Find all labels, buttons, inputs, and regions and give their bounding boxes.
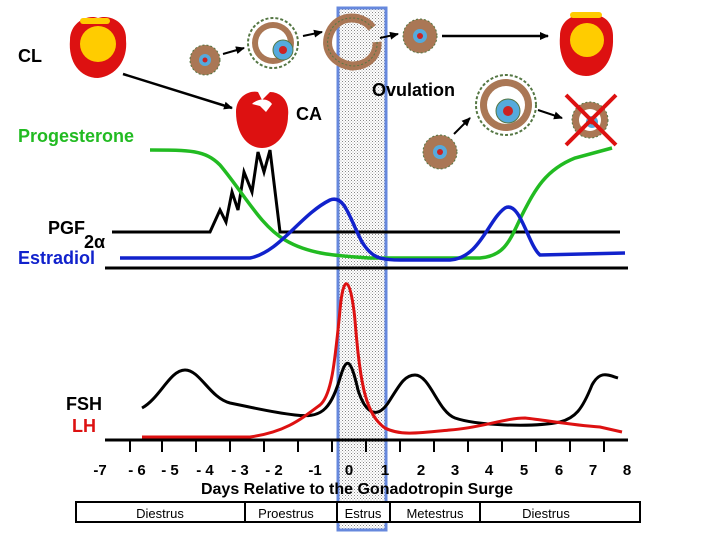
- tick-label: - 3: [231, 462, 249, 479]
- pgf2a-curve: [112, 149, 620, 234]
- phase-label-proestrus: Proestrus: [258, 506, 314, 521]
- progesterone-label: Progesterone: [18, 126, 134, 146]
- tick-label: -1: [308, 462, 321, 479]
- ca-label: CA: [296, 104, 322, 124]
- tick-label: 3: [451, 462, 459, 479]
- corpus-albicans-icon: [236, 91, 289, 148]
- ruptured-follicle-icon: [323, 13, 382, 71]
- atretic-follicle-x-icon: [564, 93, 618, 147]
- follicle-icon: [247, 17, 299, 69]
- follicle-icon: [189, 44, 221, 76]
- pgf2a-label: PGF: [48, 218, 85, 238]
- pgf2a-subscript: 2α: [84, 232, 105, 252]
- estradiol-curve: [120, 197, 626, 262]
- estradiol-label: Estradiol: [18, 248, 95, 268]
- tick-label: 1: [381, 462, 389, 479]
- corpus-luteum-icon: [559, 12, 614, 77]
- follicle-icon: [422, 134, 458, 170]
- tick-label: - 4: [196, 462, 214, 479]
- phase-label-metestrus: Metestrus: [406, 506, 464, 521]
- ovulation-label: Ovulation: [372, 80, 455, 100]
- arrows: [122, 29, 563, 135]
- tick-label: 2: [417, 462, 425, 479]
- axis-title: Days Relative to the Gonadotropin Surge: [201, 481, 513, 498]
- lh-label: LH: [72, 416, 96, 436]
- follicle-icon: [402, 18, 438, 54]
- tick-label: - 6: [128, 462, 146, 479]
- axis-ticks: [129, 440, 605, 452]
- tick-label: 8: [623, 462, 631, 479]
- tick-label: 6: [555, 462, 563, 479]
- fsh-label: FSH: [66, 394, 102, 414]
- tick-label: - 2: [265, 462, 283, 479]
- tick-label: 5: [520, 462, 528, 479]
- axis-tick-labels: -7 - 6 - 5 - 4 - 3 - 2 -1 0 1 2 3 4 5 6 …: [93, 462, 631, 479]
- progesterone-curve: [149, 146, 613, 260]
- tick-label: 7: [589, 462, 597, 479]
- tick-label: -7: [93, 462, 106, 479]
- phase-bar: Diestrus Proestrus Estrus Metestrus Dies…: [75, 501, 641, 523]
- tick-label: 0: [345, 462, 353, 479]
- tick-label: - 5: [161, 462, 179, 479]
- corpus-luteum-icon: [69, 16, 127, 79]
- phase-label-diestrus: Diestrus: [136, 506, 184, 521]
- phase-label-diestrus-2: Diestrus: [522, 506, 570, 521]
- lh-curve: [142, 282, 623, 439]
- follicle-icon: [475, 74, 537, 136]
- phase-label-estrus: Estrus: [345, 506, 382, 521]
- cl-label: CL: [18, 46, 42, 66]
- tick-label: 4: [485, 462, 494, 479]
